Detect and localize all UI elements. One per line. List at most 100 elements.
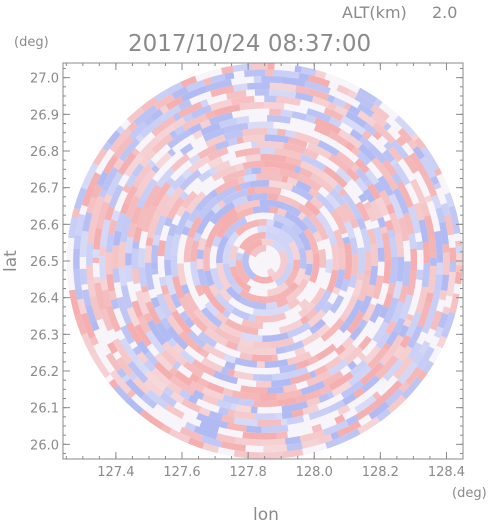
echo-segment <box>187 155 211 174</box>
echo-segment <box>390 301 405 323</box>
echo-segment <box>358 143 377 162</box>
echo-segment <box>338 321 350 334</box>
echo-segment <box>125 397 144 415</box>
echo-segment <box>126 321 143 344</box>
echo-segment <box>422 241 431 264</box>
echo-segment <box>172 360 182 370</box>
echo-segment <box>252 373 259 381</box>
echo-segment <box>416 269 424 281</box>
echo-segment <box>398 345 413 363</box>
echo-segment <box>267 63 275 70</box>
echo-segment <box>299 160 328 180</box>
echo-segment <box>196 258 204 270</box>
echo-segment <box>425 292 434 304</box>
echo-segment <box>213 104 241 117</box>
echo-segment <box>155 124 176 142</box>
echo-segment <box>367 143 388 164</box>
echo-segment <box>286 176 299 187</box>
echo-segment <box>147 306 162 326</box>
echo-segment <box>152 234 161 246</box>
echo-segment <box>214 140 230 151</box>
echo-segment <box>397 361 418 385</box>
altitude-label: ALT(km) <box>342 3 407 22</box>
echo-segment <box>192 130 204 140</box>
echo-segment <box>295 394 308 404</box>
echo-segment <box>403 212 415 235</box>
echo-segment <box>154 152 172 170</box>
echo-segment <box>357 102 375 118</box>
echo-segment <box>385 320 397 335</box>
echo-segment <box>303 228 320 255</box>
echo-segment <box>136 340 150 355</box>
echo-segment <box>199 348 210 359</box>
echo-segment <box>145 237 154 247</box>
echo-segment <box>418 219 429 243</box>
echo-segment <box>444 214 455 236</box>
echo-segment <box>277 194 301 209</box>
echo-segment <box>413 202 425 221</box>
echo-segment <box>82 211 93 232</box>
echo-segment <box>361 130 372 140</box>
echo-segment <box>268 312 287 323</box>
x-axis-label: lon <box>253 505 279 521</box>
echo-segment <box>293 268 306 286</box>
echo-segment <box>323 165 348 189</box>
echo-segment <box>171 86 189 100</box>
echo-segment <box>185 191 207 214</box>
echo-segment <box>135 290 150 316</box>
echo-segment <box>364 270 372 277</box>
echo-segment <box>200 435 223 448</box>
echo-segment <box>302 404 320 416</box>
echo-segment <box>139 116 164 139</box>
echo-segment <box>184 421 197 432</box>
echo-segment <box>367 346 388 370</box>
echo-segment <box>275 412 283 420</box>
echo-segment <box>364 250 372 271</box>
echo-segment <box>267 386 285 394</box>
echo-segment <box>227 409 235 417</box>
echo-segment <box>383 141 393 151</box>
echo-segment <box>213 326 241 345</box>
echo-segment <box>357 352 367 361</box>
y-axis-label: lat <box>1 250 21 272</box>
echo-segment <box>242 431 261 440</box>
echo-segment <box>106 171 124 197</box>
echo-segment <box>373 181 385 194</box>
echo-segment <box>422 360 435 374</box>
echo-segment <box>200 306 223 328</box>
echo-segment <box>208 112 234 126</box>
echo-segment <box>455 245 463 254</box>
echo-segment <box>357 416 381 435</box>
echo-segment <box>132 241 140 250</box>
echo-segment <box>140 96 159 112</box>
echo-segment <box>192 389 205 400</box>
echo-segment <box>232 83 248 92</box>
echo-segment <box>414 137 426 150</box>
echo-segment <box>151 133 174 154</box>
echo-segment <box>197 331 218 348</box>
y-tick-label: 26.0 <box>30 438 59 453</box>
chart-title-timestamp: 2017/10/24 08:37:00 <box>128 31 371 57</box>
echo-segment <box>330 431 340 440</box>
echo-segment <box>80 312 96 339</box>
echo-segment <box>208 410 223 421</box>
echo-segment <box>91 184 103 199</box>
echo-segment <box>333 229 345 249</box>
echo-segment <box>187 394 199 405</box>
echo-segment <box>82 289 92 307</box>
echo-segment <box>430 175 440 186</box>
echo-segment <box>273 213 296 229</box>
x-tick-label: 127.4 <box>97 465 134 480</box>
echo-segment <box>264 95 277 103</box>
echo-segment <box>397 217 410 242</box>
echo-segment <box>276 95 301 106</box>
echo-segment <box>131 147 140 157</box>
echo-segment <box>330 209 348 235</box>
echo-segment <box>163 293 177 314</box>
echo-segment <box>357 87 378 104</box>
echo-segment <box>387 229 396 238</box>
echo-segment <box>407 139 418 150</box>
echo-segment <box>125 173 138 188</box>
echo-segment <box>344 299 364 326</box>
echo-segment <box>168 428 191 444</box>
